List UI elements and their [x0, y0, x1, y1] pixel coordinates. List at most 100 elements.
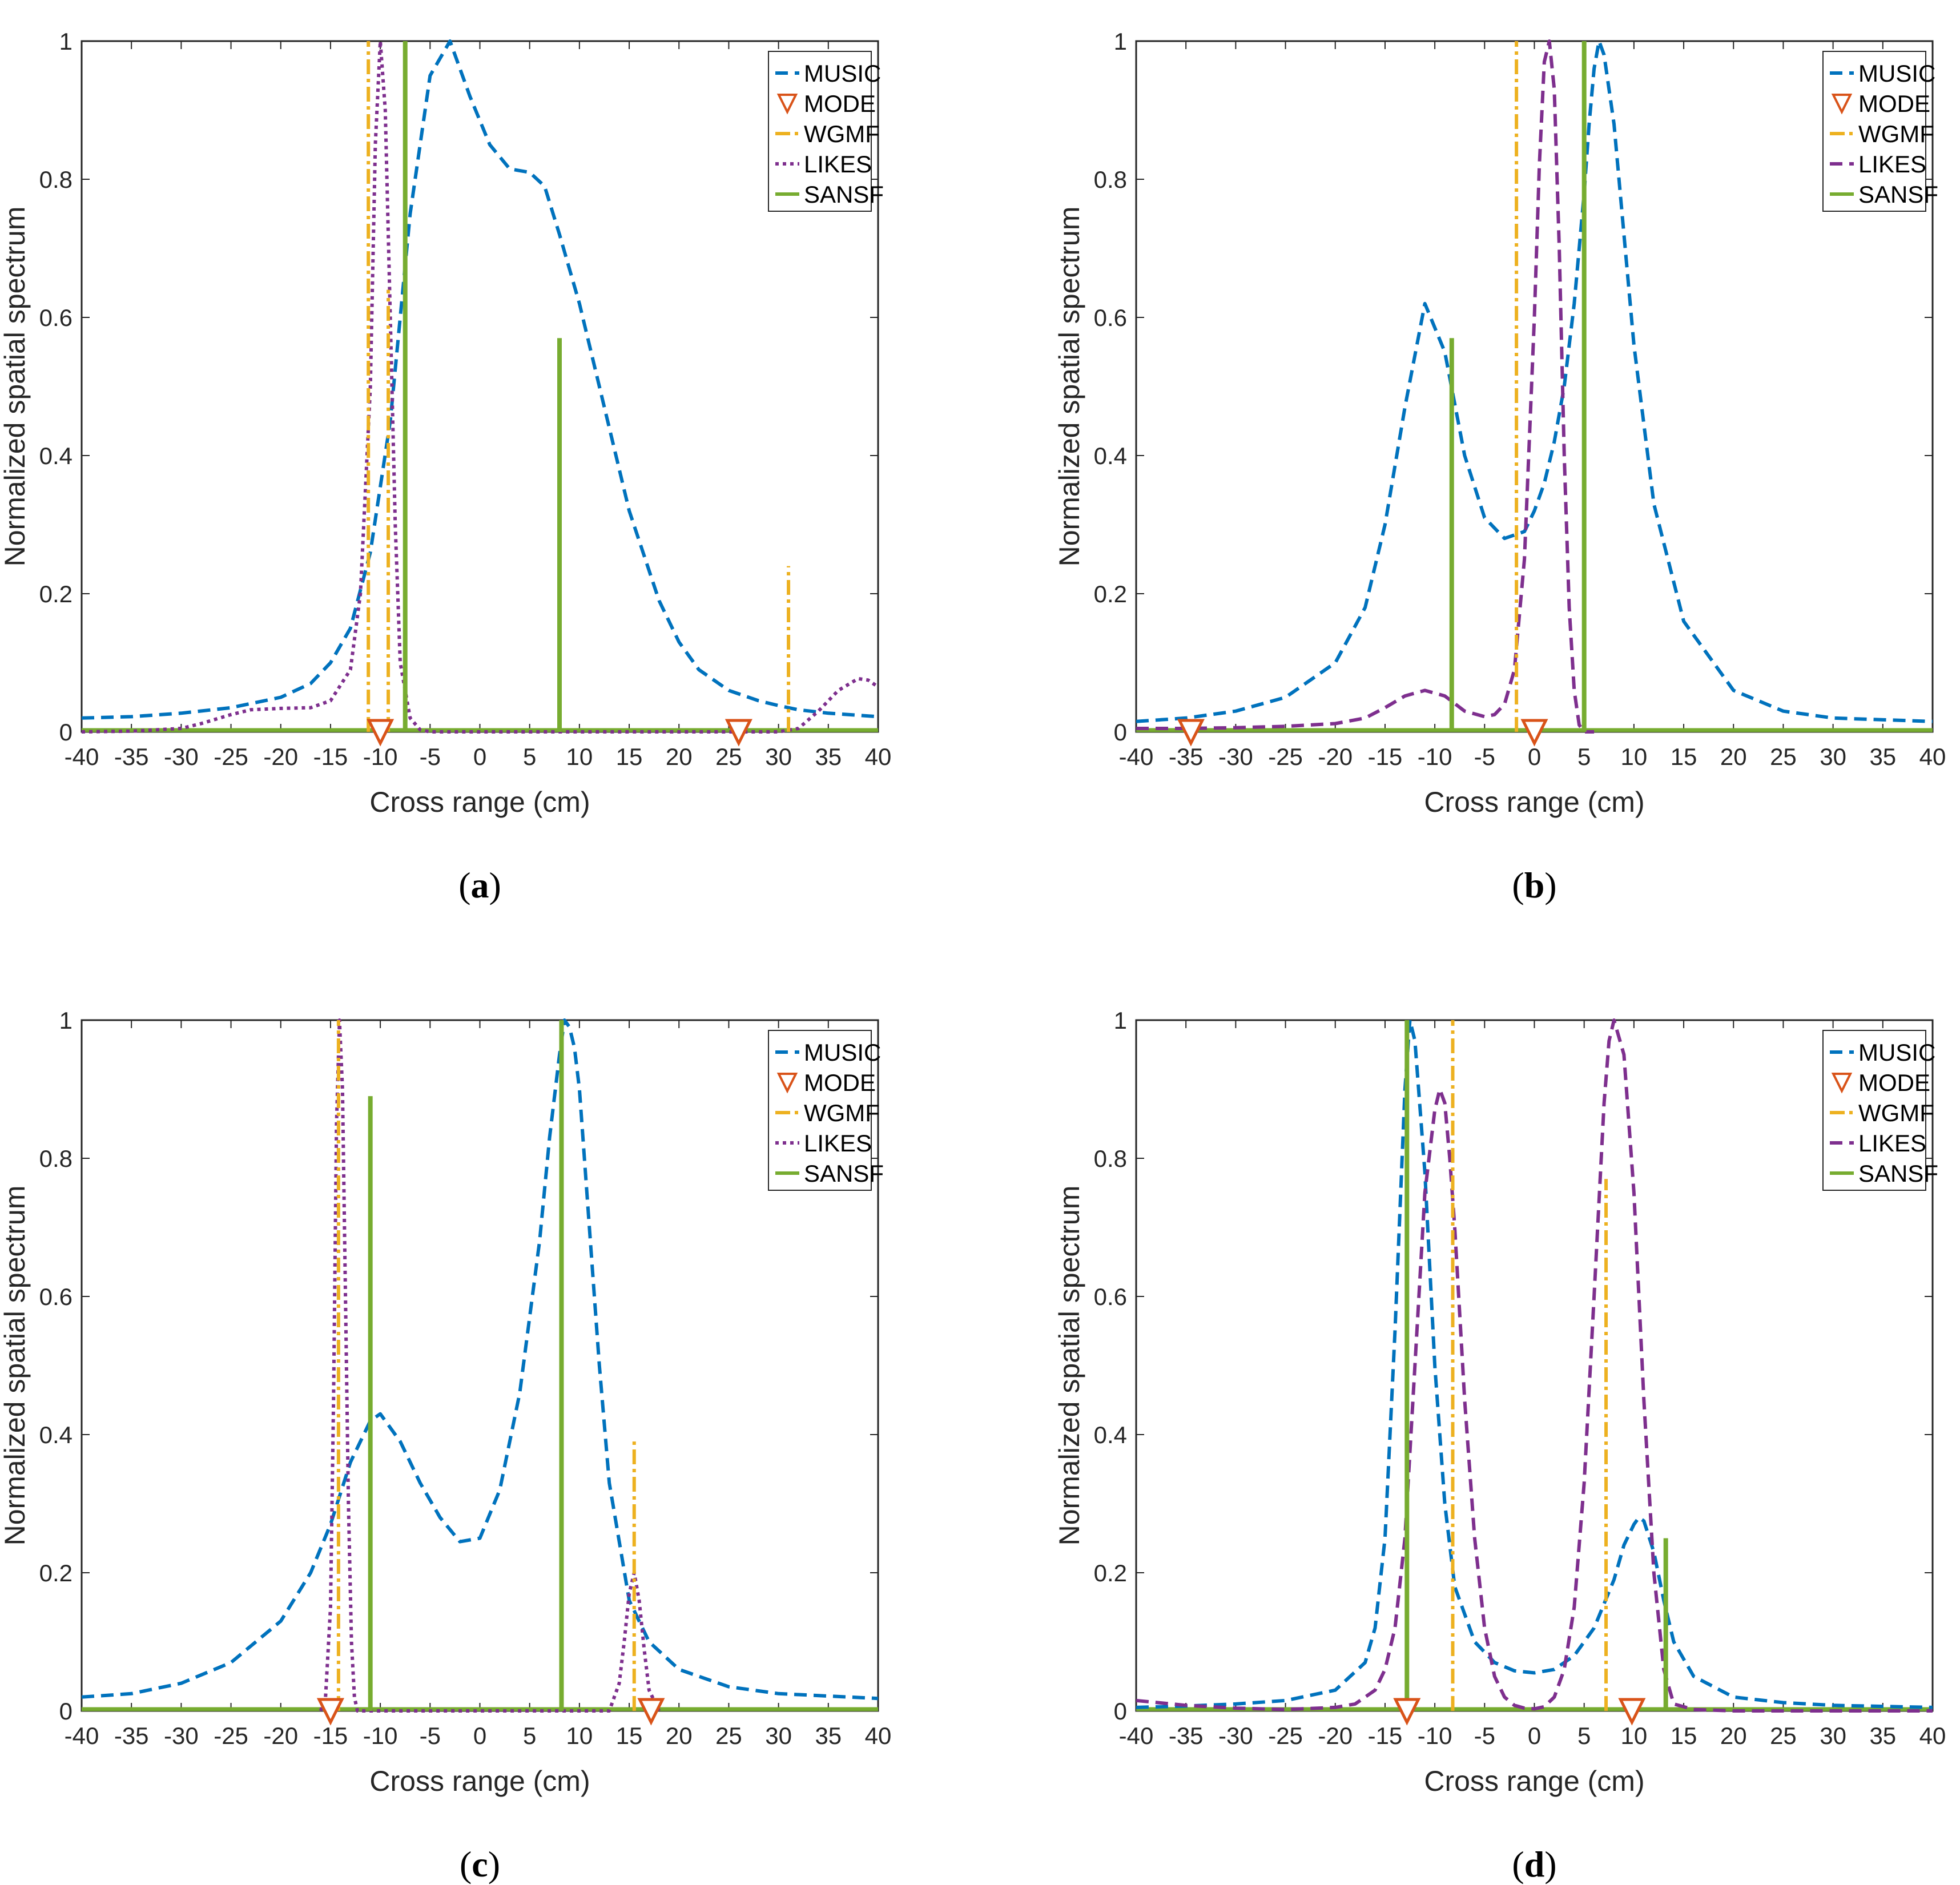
x-tick-label: -20: [1318, 1722, 1353, 1749]
y-tick-label: 0.6: [1094, 1283, 1127, 1310]
y-tick-label: 0.6: [39, 304, 73, 331]
y-tick-label: 0.4: [1094, 442, 1127, 469]
mode-marker: [1393, 1698, 1421, 1726]
mode-marker: [637, 1698, 665, 1726]
legend-label-mode: MODE: [804, 90, 876, 117]
panel-letter: c: [472, 1844, 488, 1884]
x-tick-label: 10: [1621, 743, 1648, 770]
legend-label-music: MUSIC: [1858, 60, 1935, 87]
y-axis-label: Normalized spatial spectrum: [1053, 1186, 1085, 1546]
x-tick-label: 10: [566, 743, 593, 770]
legend-label-likes: LIKES: [804, 151, 872, 178]
x-tick-label: 40: [1919, 743, 1946, 770]
x-tick-label: 40: [1919, 1722, 1946, 1749]
mode-marker: [1520, 719, 1548, 747]
x-axis-label: Cross range (cm): [1424, 1765, 1644, 1797]
legend: MUSIC MODE WGMF LIKES SANSF: [1822, 1030, 1938, 1191]
x-tick-label: 35: [1869, 743, 1896, 770]
x-tick-label: 5: [1577, 743, 1591, 770]
y-tick-label: 0: [1114, 1698, 1127, 1725]
plot-area: [1136, 1018, 1933, 1713]
x-tick-label: 15: [616, 1722, 643, 1749]
x-tick-label: -10: [1418, 1722, 1452, 1749]
x-tick-label: 25: [1770, 743, 1797, 770]
legend-mode-swatch: [1831, 94, 1853, 115]
x-tick-label: 15: [1671, 743, 1697, 770]
music-curve: [1136, 1018, 1933, 1709]
y-tick-label: 0.8: [1094, 1145, 1127, 1172]
likes-curve: [82, 39, 878, 734]
x-tick-label: 30: [765, 1722, 792, 1749]
y-tick-label: 1: [59, 28, 73, 55]
music-curve: [82, 39, 878, 720]
x-tick-label: -15: [313, 1722, 348, 1749]
x-axis-label: Cross range (cm): [369, 1765, 590, 1797]
legend: MUSIC MODE WGMF LIKES SANSF: [1822, 51, 1938, 212]
plot-area: [82, 39, 878, 734]
panel-caption: (d): [1512, 1844, 1556, 1884]
music-curve: [82, 1018, 878, 1701]
x-tick-label: -35: [114, 1722, 149, 1749]
x-tick-label: -25: [1268, 743, 1303, 770]
x-tick-label: -40: [1119, 743, 1154, 770]
x-tick-label: -15: [1368, 743, 1403, 770]
mode-marker: [367, 719, 395, 747]
panel-b: -40 -35 -30 -25 -20 -15 -10 -5 0 5 10 15 20 25 30 35 400…: [1053, 28, 1946, 905]
panel-letter: b: [1524, 865, 1545, 905]
x-axis-label: Cross range (cm): [369, 786, 590, 818]
x-tick-label: -30: [1218, 1722, 1253, 1749]
y-tick-label: 0.4: [39, 442, 73, 469]
panel-letter: a: [471, 865, 489, 905]
legend: MUSIC MODE WGMF LIKES SANSF: [768, 51, 884, 212]
x-tick-label: 0: [473, 743, 486, 770]
y-tick-label: 0: [59, 719, 73, 746]
y-axis-label: Normalized spatial spectrum: [1053, 207, 1085, 567]
x-tick-label: -20: [1318, 743, 1353, 770]
x-tick-label: 20: [666, 1722, 693, 1749]
x-tick-label: 30: [1820, 743, 1846, 770]
y-tick-label: 1: [1114, 1007, 1127, 1034]
x-tick-label: -10: [1418, 743, 1452, 770]
x-tick-label: -5: [420, 1722, 441, 1749]
x-tick-label: 15: [616, 743, 643, 770]
x-tick-label: -10: [363, 743, 398, 770]
panel-caption: (c): [460, 1844, 500, 1884]
x-tick-label: 35: [815, 1722, 842, 1749]
x-tick-label: -35: [1169, 1722, 1204, 1749]
panel-caption: (b): [1512, 865, 1556, 905]
panel-d: -40 -35 -30 -25 -20 -15 -10 -5 0 5 10 15 20 25 30 35 400…: [1053, 1007, 1946, 1884]
mode-marker: [725, 719, 752, 747]
legend-label-wgmf: WGMF: [1858, 120, 1934, 147]
legend-label-likes: LIKES: [1858, 1130, 1926, 1157]
y-tick-label: 0.8: [39, 166, 73, 193]
legend-mode-swatch: [776, 94, 798, 115]
legend-label-wgmf: WGMF: [804, 1099, 880, 1126]
legend-mode-swatch: [1831, 1073, 1853, 1094]
x-tick-label: 15: [1671, 1722, 1697, 1749]
y-tick-label: 0.4: [39, 1421, 73, 1448]
x-tick-label: -30: [164, 1722, 199, 1749]
x-tick-label: -20: [263, 1722, 298, 1749]
y-axis-label: Normalized spatial spectrum: [0, 207, 31, 567]
x-tick-label: 35: [815, 743, 842, 770]
x-tick-label: 30: [1820, 1722, 1846, 1749]
x-tick-label: -30: [164, 743, 199, 770]
x-tick-label: -35: [114, 743, 149, 770]
x-tick-label: 20: [1720, 1722, 1747, 1749]
x-tick-label: 10: [566, 1722, 593, 1749]
y-tick-label: 0.2: [1094, 1560, 1127, 1586]
mode-marker: [1177, 719, 1205, 747]
legend-label-sansf: SANSF: [804, 181, 884, 208]
axes-box: [1135, 40, 1934, 733]
legend-label-sansf: SANSF: [1858, 181, 1938, 208]
x-tick-label: -20: [263, 743, 298, 770]
x-tick-label: -5: [1474, 1722, 1495, 1749]
axes-box: [1135, 1019, 1934, 1712]
plot-area: [82, 1018, 878, 1713]
x-tick-label: -35: [1169, 743, 1204, 770]
legend-label-wgmf: WGMF: [1858, 1099, 1934, 1126]
legend-label-sansf: SANSF: [804, 1160, 884, 1187]
likes-curve: [1136, 1018, 1933, 1713]
x-tick-label: -15: [1368, 1722, 1403, 1749]
y-tick-label: 0.2: [39, 581, 73, 607]
